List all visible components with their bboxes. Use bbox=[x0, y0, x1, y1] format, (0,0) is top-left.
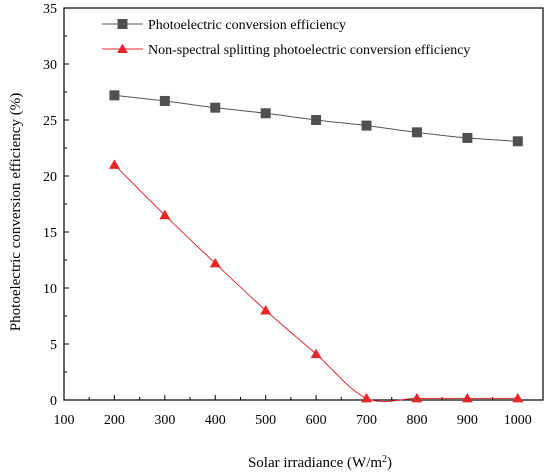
y-tick-label: 15 bbox=[43, 226, 57, 241]
data-point bbox=[261, 108, 271, 118]
y-axis-title: Photoelectric conversion efficiency (%) bbox=[8, 93, 24, 331]
legend-entry: Non-spectral splitting photoelectric con… bbox=[102, 43, 470, 58]
x-tick-label: 500 bbox=[255, 413, 276, 428]
data-point bbox=[362, 121, 372, 131]
data-point bbox=[160, 96, 170, 106]
y-axis-ticks: 0 5 10 15 20 25 30 35 bbox=[43, 2, 69, 409]
plot-frame bbox=[64, 8, 543, 400]
y-tick-label: 20 bbox=[43, 170, 57, 185]
legend: Photoelectric conversion efficiency Non-s… bbox=[102, 18, 470, 58]
series-line bbox=[114, 165, 517, 402]
y-tick-label: 25 bbox=[43, 114, 57, 129]
data-point bbox=[109, 159, 120, 168]
data-point bbox=[513, 136, 523, 146]
x-tick-label: 400 bbox=[205, 413, 226, 428]
data-point bbox=[361, 393, 372, 402]
data-point bbox=[512, 393, 523, 402]
legend-label: Non-spectral splitting photoelectric con… bbox=[148, 43, 470, 58]
x-tick-label: 600 bbox=[306, 413, 327, 428]
data-point bbox=[411, 393, 422, 402]
legend-marker bbox=[117, 44, 128, 53]
x-tick-label: 200 bbox=[104, 413, 125, 428]
x-tick-label: 100 bbox=[54, 413, 75, 428]
y-tick-label: 5 bbox=[50, 338, 57, 353]
y-tick-label: 35 bbox=[43, 2, 57, 17]
y-tick-label: 10 bbox=[43, 282, 57, 297]
data-point bbox=[462, 133, 472, 143]
y-tick-label: 0 bbox=[50, 394, 57, 409]
data-point bbox=[109, 90, 119, 100]
axes bbox=[64, 8, 543, 400]
data-point bbox=[210, 103, 220, 113]
series-0 bbox=[109, 90, 522, 146]
legend-entry: Photoelectric conversion efficiency bbox=[102, 18, 346, 33]
data-point bbox=[311, 115, 321, 125]
series-1 bbox=[109, 159, 523, 402]
legend-label: Photoelectric conversion efficiency bbox=[148, 18, 346, 33]
x-tick-label: 1000 bbox=[504, 413, 532, 428]
x-tick-label: 900 bbox=[457, 413, 478, 428]
x-axis-title: Solar irradiance (W/m2) bbox=[248, 454, 392, 472]
y-tick-label: 30 bbox=[43, 58, 57, 73]
x-tick-label: 800 bbox=[406, 413, 427, 428]
data-point bbox=[412, 127, 422, 137]
x-tick-label: 700 bbox=[356, 413, 377, 428]
legend-marker bbox=[118, 19, 128, 29]
x-tick-label: 300 bbox=[154, 413, 175, 428]
data-point bbox=[462, 393, 473, 402]
series-layer bbox=[109, 90, 523, 402]
